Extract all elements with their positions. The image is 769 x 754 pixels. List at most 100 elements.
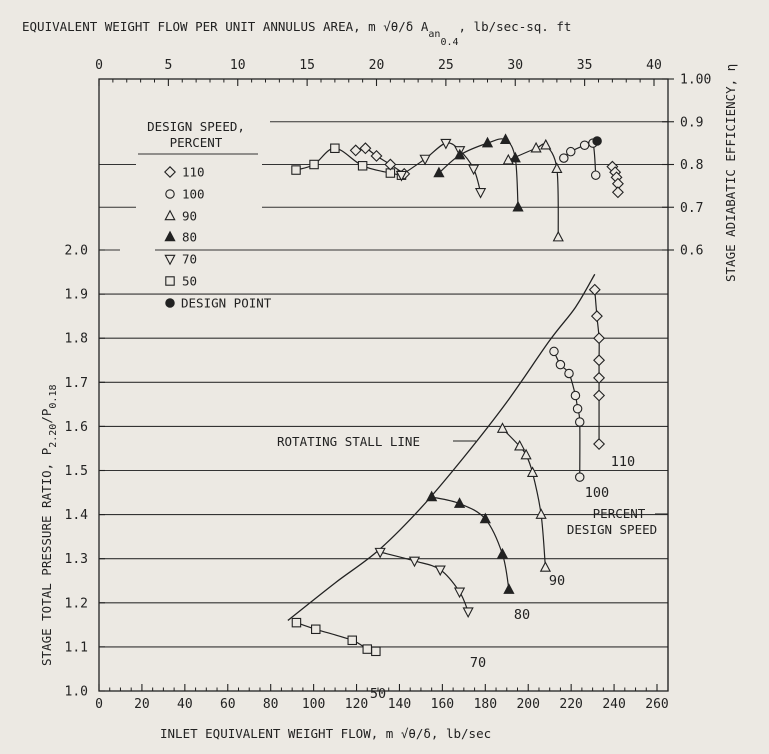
series-label-110: 110 [611,454,635,470]
efficiency-point-100 [565,146,576,157]
series-label-90: 90 [549,573,565,589]
legend-label: 50 [182,274,197,289]
stall-line-label: ROTATING STALL LINE [277,434,420,449]
efficiency-point-70 [419,154,431,166]
legend-marker-square [165,276,175,286]
y-left-tick-label: 1.6 [65,420,88,435]
efficiency-point-90 [540,138,552,150]
top-tick-label: 35 [577,58,593,73]
efficiency-point-80 [454,148,466,160]
pressure-point-90 [496,422,509,433]
efficiency-point-50 [309,159,319,170]
legend-label: 110 [182,165,205,180]
pressure-point-90 [514,439,526,451]
y-left-tick-label: 1.1 [65,640,88,655]
x-tick-label: 40 [177,697,193,712]
pressure-point-100 [572,404,583,414]
efficiency-point-110 [384,158,397,171]
y-right-tick-label: 1.00 [680,73,711,88]
pressure-point-100 [549,346,559,357]
top-tick-label: 15 [299,58,315,73]
pressure-point-80 [426,490,438,502]
pressure-point-70 [453,587,466,599]
legend-title: PERCENT [170,135,223,150]
x-tick-label: 160 [431,697,454,712]
efficiency-point-80 [433,166,445,178]
x-tick-label: 200 [516,697,539,712]
y-left-tick-label: 1.0 [65,685,88,700]
y-left-tick-label: 1.3 [65,552,88,567]
x-axis-title: INLET EQUIVALENT WEIGHT FLOW, m √θ/δ, lb… [160,726,491,741]
pressure-point-80 [503,583,515,594]
y-left-tick-label: 1.8 [65,332,88,347]
design-point-marker [592,136,602,146]
pressure-point-90 [526,466,539,477]
x-tick-label: 60 [220,697,236,712]
efficiency-point-90 [551,162,563,174]
top-tick-label: 10 [230,58,246,73]
x-tick-label: 180 [474,697,497,712]
legend-label: 80 [182,230,197,245]
efficiency-point-90 [502,153,514,165]
stall-line [287,273,596,621]
pressure-point-110 [593,354,606,367]
pressure-point-110 [593,389,606,402]
pressure-curve-80 [431,496,510,590]
top-tick-label: 20 [369,58,385,73]
x-tick-label: 140 [388,697,411,712]
percent-label: DESIGN SPEED [567,522,657,537]
efficiency-point-110 [611,186,624,199]
pressure-point-90 [520,448,532,460]
legend-marker-design-point [165,298,175,308]
pressure-point-110 [590,310,603,323]
legend-marker-diamond [164,166,176,178]
legend: DESIGN SPEED,PERCENT 110 100 90 80 70 50 DESIGN… [147,119,272,311]
x-tick-label: 0 [95,697,103,712]
top-tick-label: 30 [507,58,523,73]
efficiency-curve-80 [438,138,519,208]
curves [287,138,619,652]
efficiency-point-90 [530,141,542,153]
legend-marker-circle [165,189,175,199]
x-tick-label: 20 [134,697,150,712]
y-left-tick-label: 1.9 [65,288,88,303]
legend-label: 70 [182,252,197,267]
pressure-point-50 [311,624,321,635]
pressure-point-100 [574,417,585,427]
series-label-50: 50 [370,686,386,702]
y-left-tick-label: 1.2 [65,596,88,611]
pressure-point-110 [593,438,606,451]
legend-label: 90 [182,209,197,224]
series-label-80: 80 [514,607,530,623]
pressure-point-90 [539,561,552,572]
pressure-point-50 [291,617,302,628]
top-tick-label: 0 [95,58,103,73]
pressure-point-110 [593,371,606,384]
efficiency-point-70 [440,138,452,150]
efficiency-point-110 [359,142,372,155]
pressure-point-50 [347,635,357,646]
efficiency-point-70 [468,164,480,176]
efficiency-point-100 [579,140,590,151]
y-left-tick-label: 1.7 [65,376,88,391]
x-tick-label: 80 [263,697,279,712]
pressure-point-70 [408,556,421,568]
pressure-point-50 [362,644,373,654]
pressure-point-70 [462,607,474,618]
efficiency-point-80 [481,136,494,148]
pressure-point-80 [479,512,491,524]
efficiency-point-80 [512,200,524,212]
x-tick-label: 100 [302,697,325,712]
y-right-axis-title: STAGE ADIABATIC EFFICIENCY, η [723,64,738,282]
x-tick-label: 120 [345,697,368,712]
top-tick-label: 5 [164,58,172,73]
pressure-point-110 [593,332,606,345]
efficiency-point-50 [357,161,368,171]
legend-marker-triangle-up [164,209,176,221]
legend-marker-triangle-up-filled [164,230,176,242]
efficiency-point-110 [370,149,383,162]
markers [291,133,624,657]
x-tick-label: 220 [559,697,582,712]
